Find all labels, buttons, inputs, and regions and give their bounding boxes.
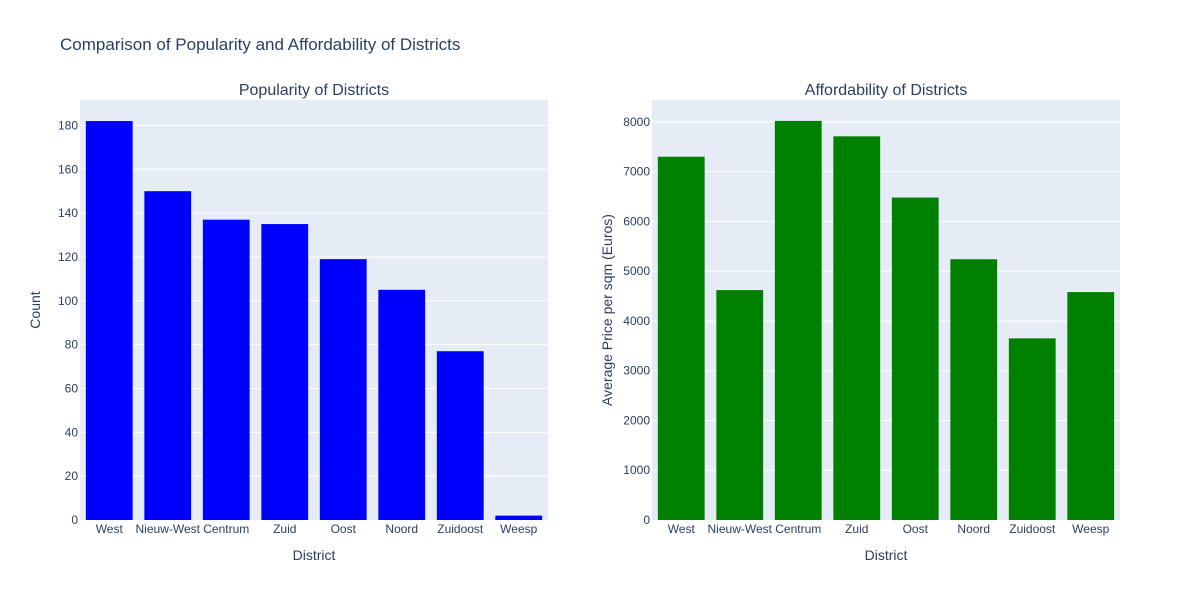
bar[interactable]	[950, 259, 998, 520]
y-tick-label: 4000	[623, 314, 650, 328]
bar[interactable]	[833, 136, 881, 520]
bar[interactable]	[774, 120, 822, 520]
bar[interactable]	[144, 191, 192, 520]
y-tick-label: 0	[643, 513, 650, 527]
x-tick-label: Weesp	[1072, 522, 1109, 536]
bar[interactable]	[85, 121, 133, 521]
y-tick-label: 5000	[623, 264, 650, 278]
bar[interactable]	[319, 259, 367, 520]
bar[interactable]	[1067, 292, 1115, 520]
y-axis-title: Average Price per sqm (Euros)	[599, 214, 615, 406]
bar[interactable]	[891, 197, 939, 521]
y-tick-label: 180	[58, 118, 78, 132]
bar[interactable]	[495, 515, 543, 520]
y-tick-label: 7000	[623, 165, 650, 179]
x-axis-title: District	[293, 547, 336, 563]
subplot-title: Affordability of Districts	[805, 82, 967, 99]
x-tick-label: Nieuw-West	[708, 522, 773, 536]
x-tick-label: West	[668, 522, 696, 536]
y-tick-label: 100	[58, 294, 78, 308]
x-tick-label: Zuid	[845, 522, 868, 536]
bar[interactable]	[716, 290, 764, 520]
bar[interactable]	[1008, 338, 1056, 520]
bar[interactable]	[657, 156, 705, 520]
x-tick-label: West	[96, 522, 124, 536]
x-tick-label: Zuidoost	[437, 522, 484, 536]
bar[interactable]	[261, 224, 309, 520]
y-tick-label: 160	[58, 162, 78, 176]
x-tick-label: Zuid	[273, 522, 296, 536]
y-tick-label: 80	[65, 338, 79, 352]
y-tick-label: 2000	[623, 413, 650, 427]
y-tick-label: 6000	[623, 214, 650, 228]
x-axis-title: District	[865, 547, 908, 563]
x-tick-label: Noord	[385, 522, 418, 536]
y-tick-label: 20	[65, 469, 79, 483]
y-tick-label: 140	[58, 206, 78, 220]
x-tick-label: Zuidoost	[1009, 522, 1056, 536]
bar[interactable]	[202, 219, 250, 521]
x-tick-label: Centrum	[775, 522, 821, 536]
y-tick-label: 60	[65, 381, 79, 395]
y-tick-label: 3000	[623, 364, 650, 378]
subplot-title: Popularity of Districts	[239, 82, 389, 99]
figure-title: Comparison of Popularity and Affordabili…	[60, 35, 460, 54]
x-tick-label: Oost	[903, 522, 929, 536]
x-tick-label: Centrum	[203, 522, 249, 536]
y-tick-label: 1000	[623, 463, 650, 477]
x-tick-label: Nieuw-West	[136, 522, 201, 536]
x-tick-label: Oost	[331, 522, 357, 536]
y-tick-label: 40	[65, 425, 79, 439]
y-tick-label: 0	[71, 513, 78, 527]
popularity-chart: 0 20 40 60 80 100 120 140 160 180 West Nieuw-West Ce…	[27, 82, 548, 563]
bar[interactable]	[378, 289, 426, 520]
y-tick-label: 8000	[623, 115, 650, 129]
y-axis-title: Count	[27, 291, 43, 328]
x-tick-label: Weesp	[500, 522, 537, 536]
bar[interactable]	[436, 351, 484, 520]
affordability-chart: 0 1000 2000 3000 4000 5000 6000 7000 8000 West Nie…	[599, 82, 1120, 563]
x-tick-label: Noord	[957, 522, 990, 536]
y-tick-label: 120	[58, 250, 78, 264]
